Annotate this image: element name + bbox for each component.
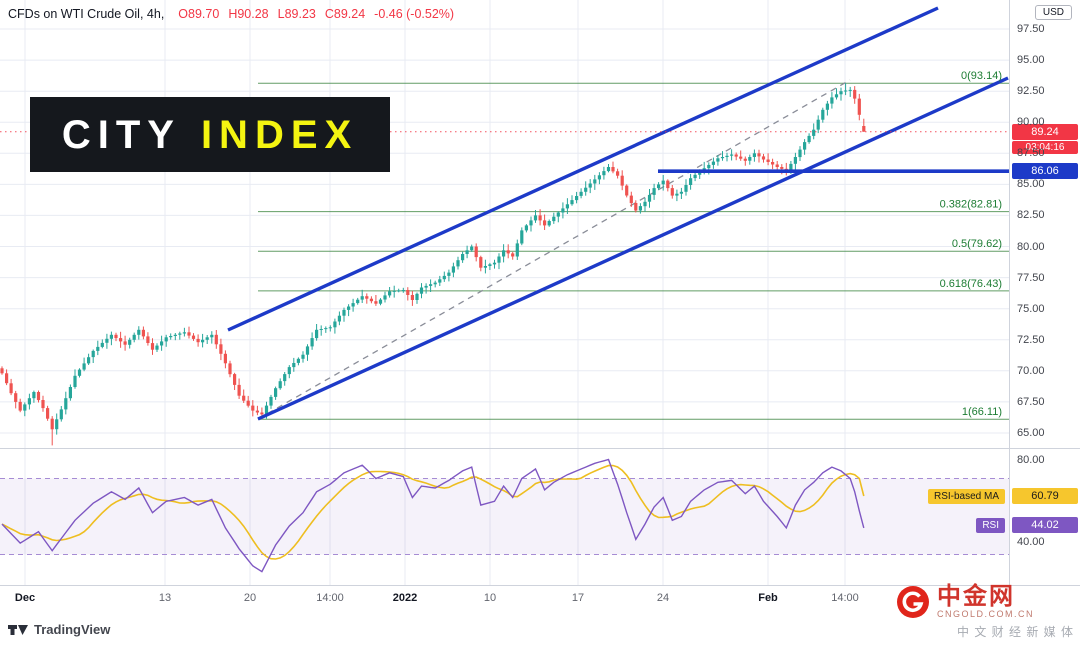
price-axis-label: 87.50 [1017, 147, 1045, 160]
ohlc-high: H90.28 [228, 7, 269, 21]
time-axis-label: 20 [243, 592, 257, 604]
price-axis-label: 90.00 [1017, 116, 1045, 129]
rsi-value-badge: 44.02 [1012, 517, 1078, 533]
symbol-title: CFDs on WTI Crude Oil, 4h, [8, 7, 165, 21]
cngold-logo-icon [897, 585, 929, 618]
time-axis-label: 13 [158, 592, 172, 604]
time-axis-label: 24 [656, 592, 670, 604]
time-axis-label: Feb [758, 592, 778, 604]
chart-legend: CFDs on WTI Crude Oil, 4h, O89.70 H90.28 L8… [8, 7, 463, 21]
last-price-badge: 89.24 [1012, 124, 1078, 140]
horizontal-level-badge: 86.06 [1012, 163, 1078, 179]
svg-text:1(66.11): 1(66.11) [962, 406, 1002, 418]
price-axis-label: 82.50 [1017, 209, 1045, 222]
ohlc-change: -0.46 (-0.52%) [374, 7, 455, 21]
price-axis[interactable]: USD 89.24 03:04:16 86.06 60.79 44.02 97.… [1009, 0, 1080, 585]
time-axis-label: 10 [483, 592, 497, 604]
cngold-site: CNGOLD.COM.CN [937, 609, 1035, 619]
price-axis-label: 70.00 [1017, 364, 1045, 377]
rsi-label-chip: RSI [976, 518, 1005, 533]
tradingview-logo-text: TradingView [34, 622, 111, 637]
price-axis-label: 85.00 [1017, 178, 1045, 191]
cngold-watermark: 中金网 CNGOLD.COM.CN 中 文 财 经 新 媒 体 [896, 584, 1074, 640]
ohlc-open: O89.70 [178, 7, 220, 21]
rsi-axis-label: 40.00 [1017, 535, 1045, 548]
bar-countdown-badge: 03:04:16 [1012, 141, 1078, 154]
price-axis-label: 75.00 [1017, 302, 1045, 315]
city-index-logo: CITY INDEX [30, 97, 390, 172]
price-chart-canvas[interactable]: 0(93.14) 0.382(82.81) 0.5(79.62) 0.618(76.4… [0, 0, 1009, 585]
svg-text:0.382(82.81): 0.382(82.81) [940, 199, 1002, 211]
time-axis-label: 17 [571, 592, 585, 604]
ohlc-low: L89.23 [277, 7, 316, 21]
pane-separator[interactable] [0, 448, 1080, 449]
svg-text:0(93.14): 0(93.14) [961, 70, 1002, 82]
time-axis-label: Dec [14, 592, 36, 604]
city-index-logo-word2: INDEX [200, 112, 359, 157]
rsi-ma-label-chip: RSI-based MA [927, 489, 1005, 504]
cngold-tagline: 中 文 财 经 新 媒 体 [956, 625, 1074, 639]
rsi-axis-label: 80.00 [1017, 453, 1045, 466]
city-index-logo-word1: CITY [61, 112, 181, 157]
price-axis-label: 97.50 [1017, 23, 1045, 35]
currency-label: USD [1034, 5, 1072, 20]
svg-text:0.5(79.62): 0.5(79.62) [952, 238, 1002, 250]
svg-text:0.618(76.43): 0.618(76.43) [940, 278, 1002, 290]
time-axis-label: 2022 [392, 592, 418, 604]
tradingview-attribution[interactable]: TradingView [8, 622, 110, 637]
price-axis-label: 67.50 [1017, 395, 1045, 408]
cngold-brand: 中金网 [937, 583, 1015, 610]
time-axis-label: 14:00 [831, 592, 859, 604]
price-axis-label: 95.00 [1017, 54, 1045, 67]
rsi-ma-value-badge: 60.79 [1012, 488, 1078, 504]
price-axis-label: 65.00 [1017, 426, 1045, 439]
price-axis-label: 77.50 [1017, 271, 1045, 284]
tradingview-logo-icon [8, 624, 28, 635]
price-axis-label: 92.50 [1017, 85, 1045, 98]
time-axis-label: 14:00 [316, 592, 344, 604]
ohlc-close: C89.24 [324, 7, 366, 21]
price-axis-label: 72.50 [1017, 333, 1045, 346]
price-axis-label: 80.00 [1017, 240, 1045, 253]
